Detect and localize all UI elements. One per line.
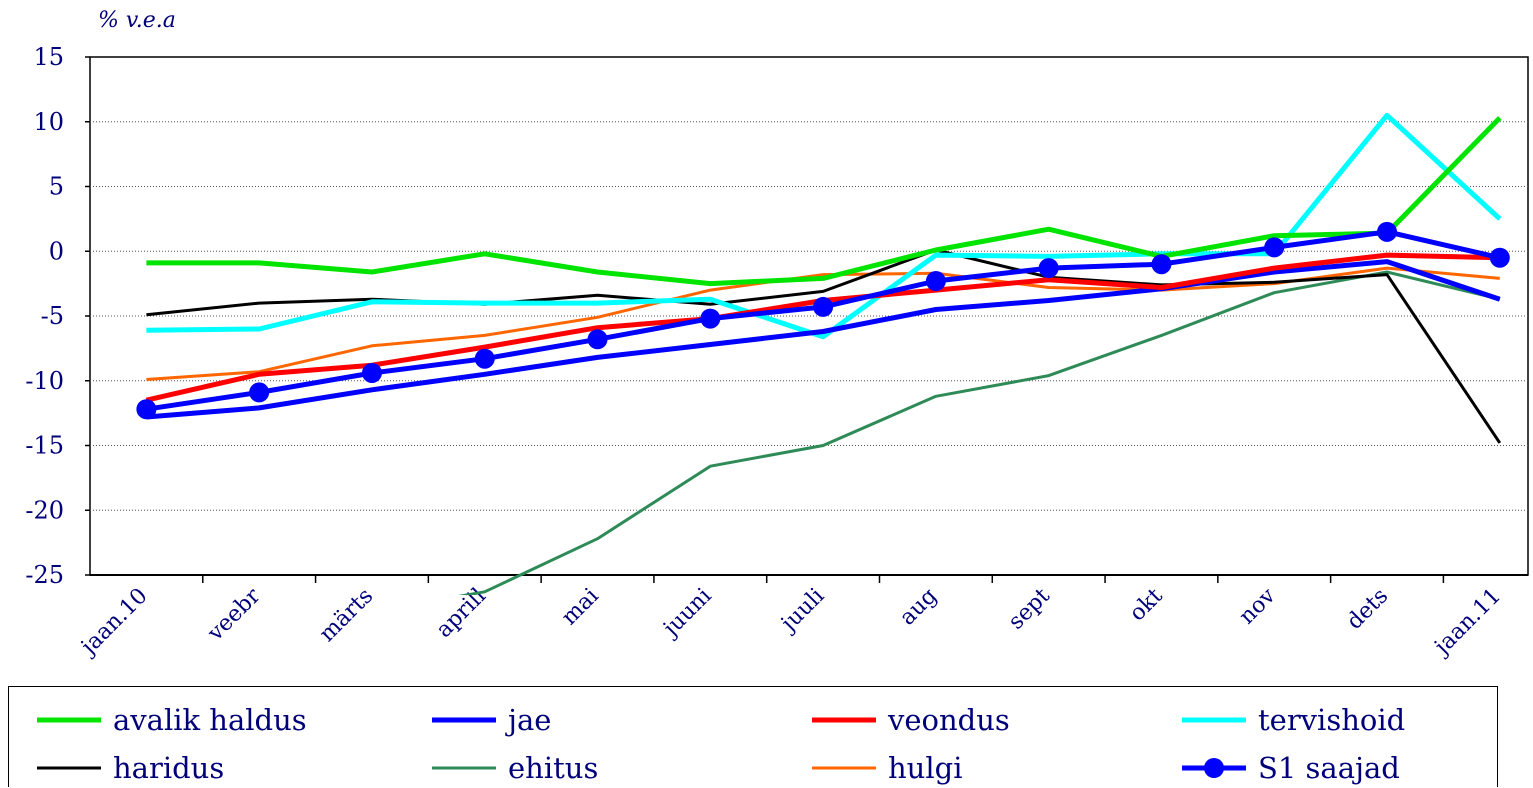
legend-label-jae: jae: [508, 703, 552, 737]
legend-swatch-avalik-haldus: [37, 717, 101, 723]
y-tick-label: 5: [49, 173, 64, 201]
legend-swatch-jae: [432, 717, 496, 723]
legend-item-jae: jae: [424, 700, 551, 740]
x-tick-label: nov: [1235, 583, 1281, 629]
legend-item-haridus: haridus: [29, 748, 224, 788]
y-tick-label: 15: [33, 43, 64, 71]
series-point-s1-saajad: [1377, 221, 1398, 242]
series-line-ehitus: [458, 270, 1501, 595]
series-line-s1-saajad: [146, 229, 1501, 412]
x-tick-label: sept: [1004, 583, 1055, 634]
x-tick-label: märts: [315, 584, 378, 647]
legend-swatch-veondus: [812, 717, 876, 723]
y-tick-label: -15: [25, 432, 64, 460]
series-point-s1-saajad: [474, 348, 495, 369]
y-tick-label: 0: [49, 237, 64, 265]
x-tick-label: mai: [557, 584, 604, 631]
x-tick-label: jaan.11: [1428, 584, 1506, 662]
x-tick-label: aug: [895, 584, 942, 631]
legend-label-avalik-haldus: avalik haldus: [113, 703, 307, 737]
y-tick-label: -20: [25, 496, 64, 524]
legend-item-ehitus: ehitus: [424, 748, 598, 788]
series-point-s1-saajad: [136, 399, 157, 420]
x-tick-label: jaan.10: [75, 584, 153, 662]
series-line-jae: [146, 259, 1501, 420]
y-tick-label: 10: [33, 108, 64, 136]
legend-item-hulgi: hulgi: [804, 748, 962, 788]
legend-item-avalik-haldus: avalik haldus: [29, 700, 307, 740]
y-axis-unit-label: % v.e.a: [98, 8, 176, 33]
x-tick-label: veebr: [202, 583, 265, 646]
series-point-s1-saajad: [1038, 258, 1059, 279]
legend-label-ehitus: ehitus: [508, 751, 599, 785]
series-point-s1-saajad: [925, 271, 946, 292]
x-tick-label: juuni: [657, 584, 717, 644]
series-point-s1-saajad: [587, 329, 608, 350]
y-tick-label: -5: [41, 302, 64, 330]
legend-item-veondus: veondus: [804, 700, 1010, 740]
series-point-s1-saajad: [813, 296, 834, 317]
legend-swatch-tervishoid: [1182, 717, 1246, 723]
legend-item-tervishoid: tervishoid: [1174, 700, 1405, 740]
legend-label-veondus: veondus: [888, 703, 1010, 737]
legend-swatch-hulgi: [812, 766, 876, 770]
y-tick-label: -10: [25, 367, 64, 395]
series-point-s1-saajad: [1489, 247, 1510, 268]
y-tick-label: -25: [25, 561, 64, 589]
series-line-hulgi: [146, 266, 1500, 381]
legend-label-haridus: haridus: [113, 751, 225, 785]
series-point-s1-saajad: [1151, 254, 1172, 275]
series-line-haridus: [146, 248, 1502, 444]
legend-item-s1-saajad: S1 saajad: [1174, 748, 1400, 788]
series-point-s1-saajad: [700, 308, 721, 329]
x-tick-label: okt: [1125, 583, 1168, 626]
legend-label-s1-saajad: S1 saajad: [1258, 751, 1400, 785]
legend-label-hulgi: hulgi: [888, 751, 963, 785]
series-point-s1-saajad: [249, 382, 270, 403]
legend-swatch-s1-saajad: [1182, 758, 1246, 778]
legend-swatch-haridus: [37, 766, 101, 770]
legend: avalik haldus jae veondus tervishoid haridus…: [8, 686, 1498, 787]
legend-label-tervishoid: tervishoid: [1258, 703, 1406, 737]
series-point-s1-saajad: [1264, 237, 1285, 258]
legend-swatch-ehitus: [432, 766, 496, 770]
series-line-avalik-haldus: [146, 116, 1502, 287]
x-tick-label: dets: [1342, 584, 1393, 635]
series-point-s1-saajad: [361, 362, 382, 383]
x-tick-label: juuli: [775, 584, 830, 639]
